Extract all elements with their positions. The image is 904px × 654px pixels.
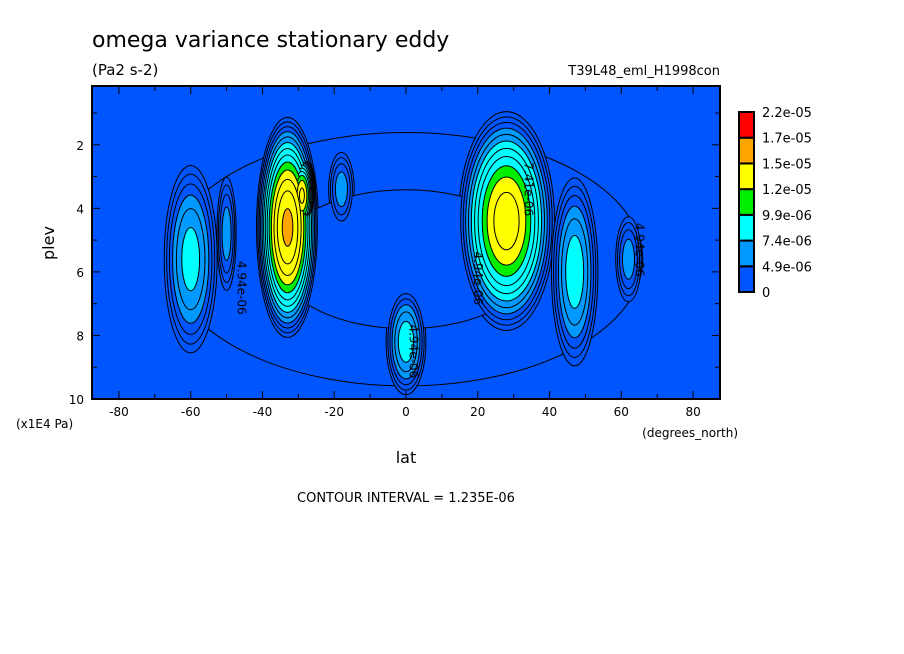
chart-title: omega variance stationary eddy [92,28,449,53]
x-tick-label: 80 [685,405,700,419]
contour-layer: 4.94e-06 4.94e-06 4.94e-06 4.94e-06 7.41e-06 [92,86,720,399]
legend-label: 4.9e-06 [762,260,812,275]
y-tick-label: 8 [76,329,84,343]
y-tick-label: 4 [76,202,84,216]
x-tick-label: -40 [253,405,273,419]
chart-units: (Pa2 s-2) [92,61,158,79]
y-axis-label: plev [39,226,58,260]
contour-level [298,187,305,204]
legend-swatch [738,239,755,268]
legend-label: 2.2e-05 [762,106,812,121]
contour-level [181,227,201,292]
legend-label: 1.2e-05 [762,183,812,198]
plot-frame [91,85,721,400]
x-tick-label: -20 [324,405,344,419]
contour-label: 4.94e-06 [633,223,647,277]
legend-swatch [738,188,755,216]
contour-fields: 4.94e-06 4.94e-06 4.94e-06 4.94e-06 7.41e-06 [92,86,720,399]
contour-label: 4.94e-06 [234,261,248,315]
contour-interval: CONTOUR INTERVAL = 1.235E-06 [297,491,515,506]
x-axis-label: lat [396,448,417,467]
contour-level [221,206,232,261]
contour-level [281,208,294,247]
x-tick-label: 60 [614,405,629,419]
x-tick-label: -80 [109,405,129,419]
y-tick-label: 2 [76,139,84,153]
contour-level [493,191,520,251]
legend-swatch [738,213,755,242]
y-units: (x1E4 Pa) [16,417,73,431]
legend-label: 0 [762,286,770,301]
axis-ticks: -80 -60 -40 -20 0 20 40 60 80 2 4 6 8 10 [69,86,720,419]
contour-label: 4.94e-06 [471,251,485,305]
x-tick-label: 40 [542,405,557,419]
contour-level [565,234,585,309]
legend-label: 1.5e-05 [762,157,812,172]
contour-level [621,238,636,280]
x-tick-label: 20 [470,405,485,419]
legend-label: 9.9e-06 [762,209,812,224]
legend-swatch [738,162,755,191]
y-tick-label: 10 [69,393,84,407]
legend-swatch [738,111,755,139]
contour-level [334,171,348,208]
legend-swatch [738,265,755,293]
contour-label: 7.41e-06 [521,162,535,216]
legend-label: 1.7e-05 [762,132,812,147]
contour-level [397,320,415,363]
dataset-label: T39L48_eml_H1998con [567,64,720,79]
x-tick-label: 0 [402,405,410,419]
legend-swatch [738,136,755,165]
contour-label: 4.94e-06 [407,324,421,378]
y-tick-label: 6 [76,266,84,280]
x-tick-label: -60 [181,405,201,419]
legend-label: 7.4e-06 [762,235,812,250]
color-legend: 2.2e-05 1.7e-05 1.5e-05 1.2e-05 9.9e-06 7.4e-… [738,106,812,301]
x-units: (degrees_north) [642,426,738,440]
